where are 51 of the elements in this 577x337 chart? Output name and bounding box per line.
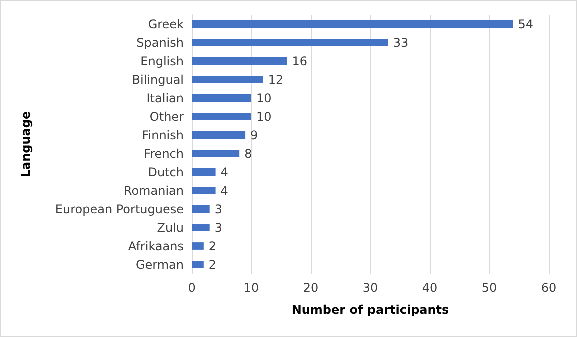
data-label: 10: [256, 91, 272, 106]
bar: [192, 168, 216, 176]
data-label: 33: [393, 36, 409, 50]
y-tick-label: Greek: [148, 17, 184, 32]
y-tick-label: Other: [150, 110, 184, 124]
y-tick-label: European Portuguese: [55, 202, 184, 216]
data-label: 2: [208, 258, 217, 272]
data-label: 16: [292, 54, 308, 68]
y-tick-label: Afrikaans: [128, 239, 184, 254]
data-label: 4: [220, 184, 228, 198]
y-tick-label: French: [144, 146, 184, 161]
y-tick-label: Spanish: [136, 36, 184, 50]
y-tick-label: English: [140, 54, 184, 68]
data-label: 9: [250, 128, 258, 142]
y-tick-label: Finnish: [142, 128, 184, 142]
x-tick-label: 60: [541, 281, 557, 295]
y-axis-title: Language: [19, 111, 33, 178]
data-label: 12: [268, 72, 284, 87]
data-label: 10: [256, 110, 272, 124]
x-tick-label: 30: [362, 281, 378, 295]
data-label: 4: [220, 165, 228, 180]
bar: [192, 224, 210, 232]
bar: [192, 132, 246, 139]
bar: [192, 261, 204, 268]
data-label: 3: [214, 202, 222, 216]
y-tick-label: Bilingual: [132, 72, 184, 87]
bar: [192, 187, 216, 194]
bar: [192, 94, 252, 102]
y-tick-label: Romanian: [124, 184, 184, 198]
y-tick-label: Italian: [146, 91, 184, 106]
bar: [192, 76, 264, 84]
bar: [192, 20, 514, 28]
data-label: 3: [214, 220, 222, 235]
x-tick-label: 0: [188, 281, 196, 295]
y-tick-label: German: [136, 258, 184, 272]
x-tick-label: 20: [303, 281, 319, 295]
bar: [192, 113, 252, 120]
y-tick-label: Dutch: [148, 165, 184, 180]
data-label: 2: [208, 239, 217, 254]
x-axis-title: Number of participants: [292, 303, 450, 317]
y-tick-label: Zulu: [157, 220, 184, 235]
x-tick-label: 50: [482, 281, 498, 295]
bar: [192, 242, 204, 250]
bar: [192, 58, 288, 65]
bar: [192, 206, 210, 213]
bar: [192, 150, 240, 158]
bar: [192, 39, 388, 46]
data-label: 54: [518, 17, 534, 32]
x-tick-label: 10: [244, 281, 260, 295]
x-tick-label: 40: [422, 281, 438, 295]
data-label: 8: [244, 146, 252, 161]
